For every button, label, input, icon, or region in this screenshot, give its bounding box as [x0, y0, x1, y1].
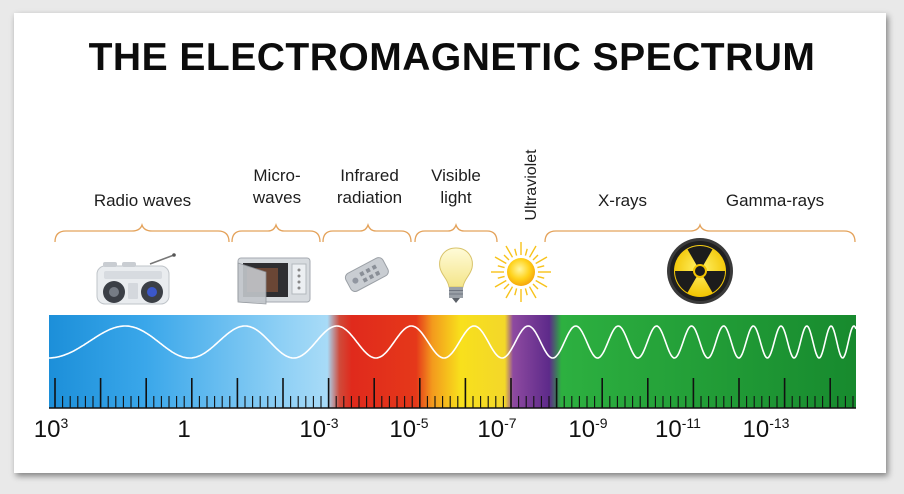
sun-ray [505, 286, 514, 299]
band-label-line: waves [252, 188, 302, 207]
sun-ray [503, 254, 510, 261]
scale-label-base: 10 [33, 416, 61, 443]
wave-line [49, 325, 857, 359]
band-label-gamma: Gamma-rays [705, 190, 845, 212]
band-label-line: radiation [336, 188, 403, 207]
sun-ray [524, 288, 528, 296]
microwave-oven-icon [237, 257, 311, 305]
sun-ray [535, 279, 548, 288]
sun-ray [528, 286, 537, 299]
spectrum-bar [49, 315, 856, 368]
band-label-microwaves: Micro- waves [232, 165, 322, 209]
scale-label: 1 [177, 416, 190, 444]
scale-label-base: 1 [177, 416, 191, 443]
scale-label: 10-11 [655, 416, 701, 444]
remote-control-icon [344, 257, 389, 292]
scale-label: 10-13 [743, 416, 790, 444]
band-label-xrays: X-rays [575, 190, 670, 212]
band-label-line: Visible [431, 166, 481, 185]
scale-label-base: 10 [568, 416, 596, 443]
sun-icon [491, 242, 551, 302]
scale-label: 10-9 [568, 416, 607, 444]
scale-bar [49, 368, 856, 408]
sun-ray [537, 265, 545, 269]
band-label-line: light [440, 188, 472, 207]
sun-ray [524, 248, 528, 256]
light-bulb-icon [439, 247, 473, 303]
band-label-infrared: Infrared radiation [322, 165, 417, 209]
scale-label-base: 10 [655, 416, 682, 443]
band-label-line: Gamma-rays [725, 191, 825, 210]
scale-label-base: 10 [389, 416, 417, 443]
scale-label-exponent: -13 [769, 415, 790, 431]
sun-ray [497, 275, 505, 279]
band-label-line: Radio waves [93, 191, 192, 210]
sun-ray [494, 279, 507, 288]
scale-label: 10-3 [299, 416, 338, 444]
sun-ray [494, 256, 507, 265]
sun-ray [537, 275, 545, 279]
radiation-hazard-icon [667, 238, 733, 304]
sun-ray [514, 288, 518, 296]
sun-ray [532, 283, 539, 290]
scale-label-exponent: -7 [504, 415, 517, 431]
scale-label-exponent: -3 [326, 415, 339, 431]
band-label-radio: Radio waves [70, 190, 215, 212]
scale-label-exponent: -5 [416, 415, 429, 431]
band-label-line: Micro- [253, 166, 301, 185]
sun-ray [503, 283, 510, 290]
scale-label-base: 10 [742, 416, 770, 443]
scale-label-base: 10 [299, 416, 327, 443]
band-braces [54, 222, 856, 243]
sun-ray [535, 256, 548, 265]
scale-label: 103 [34, 416, 69, 444]
band-label-line: Infrared [340, 166, 399, 185]
sun-ray [514, 248, 518, 256]
scale-label: 10-5 [389, 416, 428, 444]
sun-ray [497, 265, 505, 269]
sun-ray [528, 245, 537, 258]
sun-ray [505, 245, 514, 258]
scale-label: 10-7 [477, 416, 516, 444]
band-label-line: X-rays [597, 191, 648, 210]
band-label-visible: Visible light [416, 165, 496, 209]
scale-label-exponent: 3 [60, 415, 69, 431]
scale-label-exponent: -11 [681, 415, 701, 431]
scale-label-base: 10 [477, 416, 505, 443]
radio-icon [96, 253, 176, 305]
scale-label-exponent: -9 [595, 415, 608, 431]
sun-ray [532, 254, 539, 261]
page-title: THE ELECTROMAGNETIC SPECTRUM [88, 36, 816, 79]
scale-ticks [49, 378, 856, 409]
